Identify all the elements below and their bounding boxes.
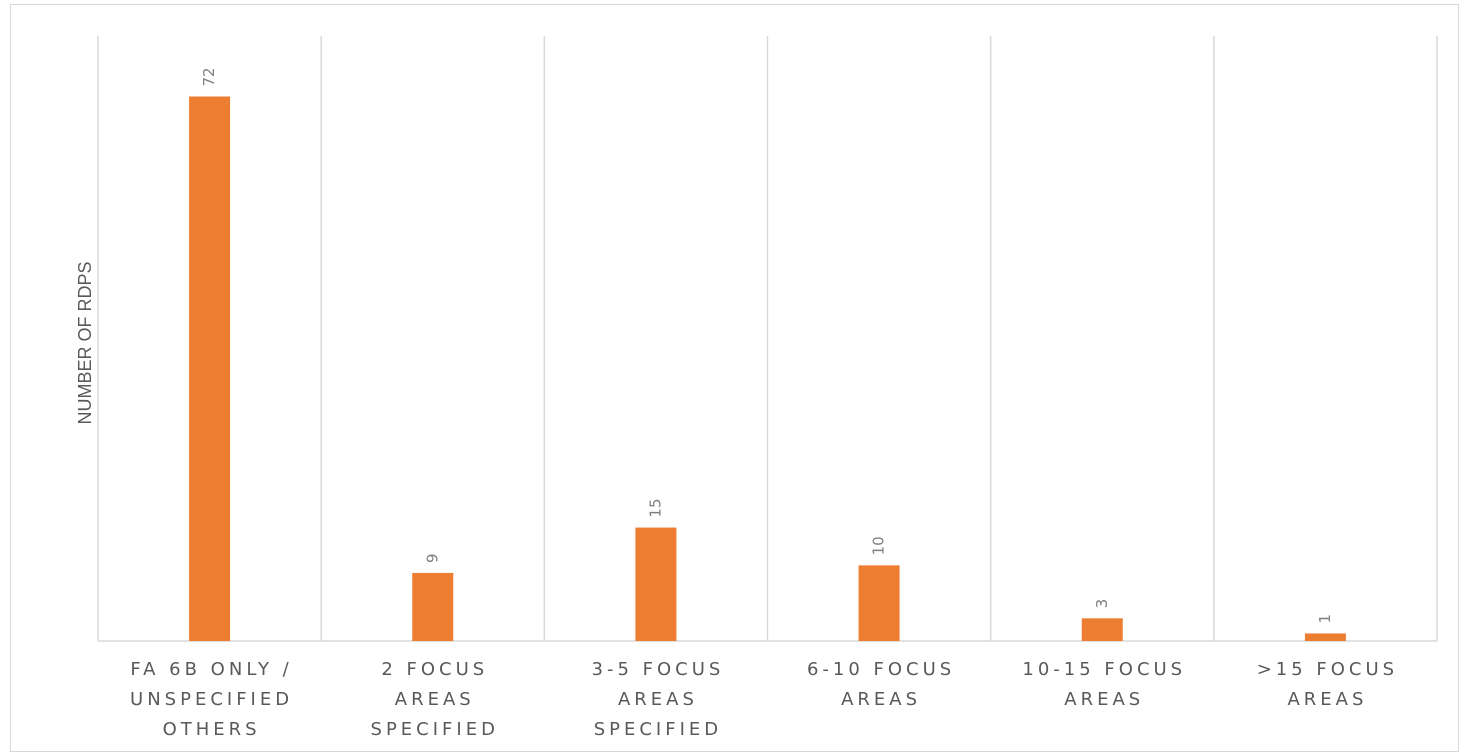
x-tick-label: AREAS bbox=[1064, 689, 1144, 710]
bar-chart: 72 9 15 10 3 1 FA 6B ONLY / UNSPECIFIED OTHERS 2… bbox=[75, 36, 1438, 740]
x-tick-label: >15 FOCUS bbox=[1257, 659, 1398, 680]
data-label: 1 bbox=[1316, 614, 1334, 624]
bar bbox=[858, 565, 900, 641]
x-tick-label: AREAS bbox=[618, 689, 698, 710]
y-axis-label: NUMBER OF RDPS bbox=[75, 261, 95, 424]
x-tick-label: SPECIFIED bbox=[594, 719, 722, 740]
x-tick-label: 6-10 FOCUS bbox=[807, 659, 955, 680]
x-tick-label: OTHERS bbox=[163, 719, 261, 740]
x-tick-label: FA 6B ONLY / bbox=[130, 659, 292, 680]
data-label: 10 bbox=[870, 536, 888, 555]
x-tick-label: UNSPECIFIED bbox=[130, 689, 293, 710]
x-tick-labels-layer: FA 6B ONLY / UNSPECIFIED OTHERS 2 FOCUS AREA… bbox=[130, 659, 1398, 740]
x-tick-label: 3-5 FOCUS bbox=[592, 659, 725, 680]
bar bbox=[412, 572, 454, 641]
data-label: 72 bbox=[200, 67, 218, 86]
data-label: 3 bbox=[1093, 599, 1111, 609]
x-tick-label: AREAS bbox=[1287, 689, 1367, 710]
data-label: 9 bbox=[423, 553, 441, 563]
bar bbox=[1304, 633, 1346, 641]
bar bbox=[1081, 618, 1123, 641]
data-labels-layer: 72 9 15 10 3 1 bbox=[200, 67, 1334, 623]
x-tick-label: 10-15 FOCUS bbox=[1022, 659, 1186, 680]
x-tick-label: AREAS bbox=[841, 689, 921, 710]
chart-frame: 72 9 15 10 3 1 FA 6B ONLY / UNSPECIFIED OTHERS 2… bbox=[10, 4, 1459, 752]
x-tick-label: 2 FOCUS bbox=[381, 659, 488, 680]
data-label: 15 bbox=[646, 498, 664, 517]
x-tick-label: SPECIFIED bbox=[371, 719, 499, 740]
bars-layer bbox=[189, 96, 1346, 641]
grid-layer bbox=[97, 36, 1438, 642]
bar bbox=[635, 527, 677, 641]
bar bbox=[189, 96, 231, 641]
x-tick-label: AREAS bbox=[395, 689, 475, 710]
